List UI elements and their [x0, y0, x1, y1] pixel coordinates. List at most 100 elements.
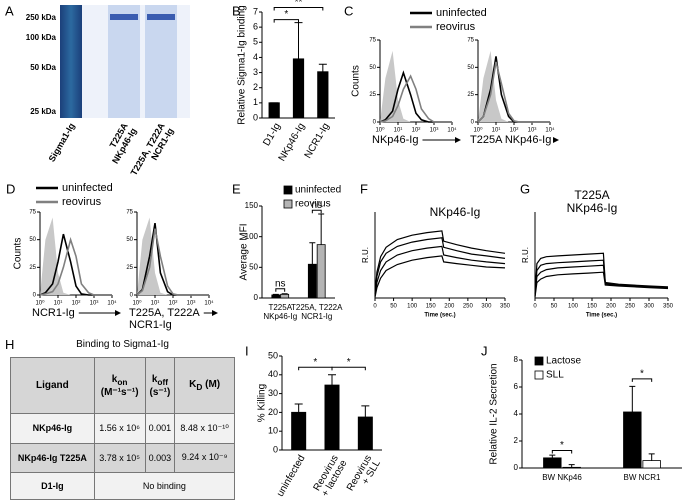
panel-label: E: [232, 181, 241, 196]
header-sub: D: [196, 382, 203, 393]
header-cell: KD (M): [174, 356, 235, 415]
line: [374, 245, 506, 297]
bar: [543, 457, 562, 469]
y-tick-label: 25: [369, 92, 376, 98]
y-axis-label: R.U.: [521, 247, 530, 263]
x-tick-label: 250: [463, 304, 474, 310]
line: [379, 70, 452, 123]
y-tick-label: 0: [253, 112, 258, 122]
x-tick-label: BW NCR1: [624, 473, 661, 482]
y-axis-label: Relative IL-2 Secretion: [489, 363, 500, 464]
bar: [317, 71, 329, 119]
x-tick-label: 150: [587, 304, 598, 310]
arrow-head: [455, 137, 461, 143]
line: [534, 252, 669, 294]
y-tick-label: 1: [253, 97, 258, 107]
x-tick-label: 250: [625, 304, 636, 310]
x-tick-label: T225A: [268, 303, 292, 312]
header-cell: Ligand: [10, 356, 95, 415]
x-tick-label: 10⁴: [107, 300, 117, 307]
x-tick-label: 10⁴: [545, 127, 555, 134]
legend-label: reovirus: [436, 21, 476, 33]
y-tick-label: 50: [467, 65, 474, 71]
bar: [268, 102, 280, 119]
line: [136, 228, 209, 296]
legend-label: reovirus: [295, 199, 331, 210]
gel-lane: [145, 5, 177, 118]
legend-swatch: [534, 356, 544, 366]
gel-lane: [108, 5, 140, 118]
x-axis-label: NCR1-Ig: [32, 307, 75, 319]
y-tick-label: 25: [29, 265, 36, 271]
chart-title: NKp46-Ig: [567, 201, 618, 215]
x-tick-label: 10²: [412, 128, 421, 134]
x-tick-label: 10⁰: [132, 300, 142, 307]
legend-swatch: [283, 185, 293, 195]
x-tick-label: 10⁰: [375, 127, 385, 134]
x-tick-label: BW NKp46: [542, 473, 582, 482]
x-tick-label: 10²: [510, 128, 519, 134]
x-axis-label: NCR1-Ig: [129, 319, 172, 331]
significance-label: *: [313, 357, 317, 368]
x-tick-label: 10³: [528, 128, 537, 134]
bar: [307, 263, 317, 299]
error-bar: [318, 213, 325, 245]
cell: 0.001: [144, 413, 176, 444]
error-bar: [309, 242, 316, 265]
line: [534, 271, 669, 298]
legend-label: uninfected: [295, 185, 341, 196]
y-tick-label: 6: [253, 22, 258, 32]
cell: 3.78 x 10⁵: [93, 442, 146, 473]
x-tick-label: 50: [551, 304, 558, 310]
panel-label: F: [360, 181, 368, 196]
x-tick-label-line: D1-Ig: [261, 121, 283, 148]
y-axis-label: Counts: [351, 65, 362, 97]
y-axis-label: % Killing: [257, 384, 268, 422]
significance-bracket: [273, 6, 324, 11]
significance-bracket: [551, 449, 573, 454]
arrow-head: [553, 137, 559, 143]
y-axis-label: Relative Sigma1-Ig binding: [237, 5, 248, 125]
x-tick-label: 10¹: [54, 301, 63, 307]
x-tick-label: Reovirus+ lactose: [312, 453, 350, 498]
y-axis-label: R.U.: [361, 247, 370, 263]
y-tick-label: 30: [268, 388, 278, 398]
y-tick-label: 50: [126, 237, 133, 243]
legend-label: reovirus: [62, 196, 102, 208]
table-title: Binding to Sigma1-Ig: [76, 339, 169, 350]
line: [374, 237, 506, 296]
gel-band: [147, 14, 175, 20]
y-tick-label: 75: [126, 210, 133, 216]
error-bar: [549, 454, 556, 458]
bar: [292, 58, 305, 119]
bar: [316, 244, 326, 299]
panel-label: D: [6, 181, 15, 196]
header-unit: (s⁻¹): [149, 386, 171, 398]
legend-label: uninfected: [62, 182, 113, 194]
lane-label-line: Sigma1-Ig: [47, 121, 77, 163]
legend-swatch: [283, 199, 293, 209]
significance-bracket: [331, 366, 366, 371]
y-tick-label: 6: [514, 382, 519, 391]
error-bar: [629, 385, 636, 412]
bar: [642, 460, 661, 469]
y-tick-label: 3: [253, 67, 258, 77]
area: [478, 50, 550, 122]
legend-label: Lactose: [546, 356, 581, 367]
header-text: K: [189, 379, 197, 391]
y-tick-label: 2: [253, 82, 258, 92]
x-tick-label: 10⁰: [473, 127, 483, 134]
y-tick-label: 0: [373, 120, 377, 126]
y-tick-label: 0: [33, 293, 37, 299]
panel-label: G: [520, 181, 530, 196]
panel-label: B: [232, 3, 241, 18]
x-tick-label: 10³: [90, 301, 99, 307]
y-tick-label: 8: [514, 355, 519, 364]
cell: 0.003: [144, 442, 176, 473]
x-axis-label: NKp46-Ig: [372, 134, 418, 146]
cell: D1-Ig: [10, 471, 95, 501]
header-text: k: [151, 373, 158, 385]
